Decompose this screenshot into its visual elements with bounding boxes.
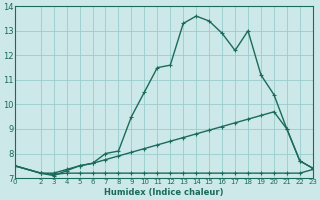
X-axis label: Humidex (Indice chaleur): Humidex (Indice chaleur) (104, 188, 224, 197)
